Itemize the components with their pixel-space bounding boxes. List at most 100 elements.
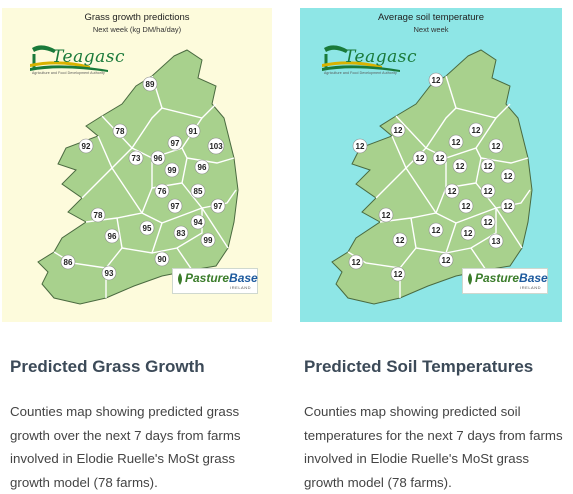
value-text: 93: [105, 269, 114, 278]
value-text: 12: [394, 126, 403, 135]
value-label-19: 99: [200, 232, 216, 248]
value-text: 12: [432, 76, 441, 85]
ireland-landmass: [37, 49, 239, 305]
value-text: 83: [177, 229, 186, 238]
pasturebase-logo: PastureBase IRELAND: [172, 268, 258, 294]
value-label-16: 12: [428, 222, 444, 238]
map-subtitle: Next week (kg DM/ha/day): [92, 25, 182, 34]
value-label-10: 76: [154, 183, 170, 199]
soil-temperature-heading: Predicted Soil Temperatures: [304, 357, 534, 376]
value-label-14: 78: [90, 207, 106, 223]
value-text: 86: [64, 258, 73, 267]
value-label-3: 91: [185, 123, 201, 139]
soil-value-labels: 12 12 12 12 12 12 12 12 12 12 12 12 12 1…: [348, 72, 516, 282]
value-text: 97: [171, 139, 180, 148]
value-text: 94: [194, 218, 203, 227]
soil-temperature-map[interactable]: 12 12 12 12 12 12 12 12 12 12 12 12 12 1…: [300, 8, 562, 322]
pasturebase-sub: IRELAND: [230, 285, 251, 290]
pasturebase-part2: Base: [229, 271, 258, 285]
teagasc-wordmark: Teagasc: [52, 47, 125, 67]
teagasc-tagline: Agriculture and Food Development Authori…: [324, 71, 397, 75]
pasturebase-wordmark: PastureBase: [475, 271, 548, 285]
value-text: 12: [504, 202, 513, 211]
value-label-14: 12: [500, 198, 516, 214]
value-text: 73: [132, 154, 141, 163]
value-label-18: 94: [190, 214, 206, 230]
value-text: 12: [394, 270, 403, 279]
value-label-4: 12: [448, 134, 464, 150]
value-label-2: 12: [352, 138, 368, 154]
value-label-5: 103: [207, 137, 225, 155]
teagasc-mark-icon: [30, 45, 108, 72]
value-text: 91: [189, 127, 198, 136]
pasturebase-sub: IRELAND: [520, 285, 541, 290]
value-label-19: 12: [392, 232, 408, 248]
map-title: Average soil temperature: [378, 12, 484, 23]
value-text: 96: [198, 163, 207, 172]
value-text: 12: [432, 226, 441, 235]
value-text: 12: [352, 258, 361, 267]
value-label-23: 12: [390, 266, 406, 282]
value-label-3: 12: [468, 122, 484, 138]
value-label-8: 99: [164, 162, 180, 178]
value-text: 12: [448, 187, 457, 196]
value-label-0: 89: [142, 76, 158, 92]
grass-growth-description: Counties map showing predicted grass gro…: [10, 404, 241, 490]
value-label-1: 78: [112, 123, 128, 139]
pasturebase-wordmark: PastureBase: [185, 271, 258, 285]
teagasc-tagline: Agriculture and Food Development Authori…: [32, 71, 105, 75]
value-text: 12: [356, 142, 365, 151]
value-text: 92: [82, 142, 91, 151]
value-text: 12: [452, 138, 461, 147]
value-label-6: 12: [412, 150, 428, 166]
value-text: 12: [396, 236, 405, 245]
value-text: 12: [484, 218, 493, 227]
value-text: 12: [472, 126, 481, 135]
value-label-15: 12: [378, 207, 394, 223]
value-label-21: 13: [488, 233, 504, 249]
teagasc-logo: Teagasc Agriculture and Food Development…: [30, 44, 124, 82]
value-text: 12: [436, 154, 445, 163]
value-label-17: 83: [173, 225, 189, 241]
value-label-10: 12: [444, 183, 460, 199]
grass-growth-heading: Predicted Grass Growth: [10, 357, 205, 376]
value-label-12: 97: [167, 198, 183, 214]
ireland-map-soil: 12 12 12 12 12 12 12 12 12 12 12 12 12 1…: [331, 49, 533, 305]
value-label-13: 12: [458, 198, 474, 214]
pasturebase-part1: Pasture: [185, 271, 230, 285]
value-text: 13: [492, 237, 501, 246]
map-subtitle: Next week: [413, 25, 449, 34]
value-text: 95: [143, 224, 152, 233]
value-text: 78: [116, 127, 125, 136]
value-label-9: 96: [194, 159, 210, 175]
value-text: 99: [204, 236, 213, 245]
value-text: 12: [442, 256, 451, 265]
pasturebase-part1: Pasture: [475, 271, 520, 285]
value-label-21: 90: [154, 251, 170, 267]
value-label-22: 93: [101, 265, 117, 281]
grass-growth-map[interactable]: 89 78 92 91 97 103 73 96 99 96 76 85 97 …: [2, 8, 272, 322]
pasturebase-part2: Base: [519, 271, 548, 285]
value-text: 12: [464, 229, 473, 238]
value-text: 97: [214, 202, 223, 211]
value-label-18: 12: [480, 214, 496, 230]
value-label-4: 97: [167, 135, 183, 151]
leaf-icon: [468, 273, 472, 285]
value-text: 12: [484, 187, 493, 196]
map-title: Grass growth predictions: [84, 12, 190, 23]
value-text: 78: [94, 211, 103, 220]
value-label-7: 12: [432, 150, 448, 166]
value-label-5: 12: [488, 138, 504, 154]
value-text: 96: [154, 154, 163, 163]
value-label-16: 95: [139, 220, 155, 236]
value-text: 12: [484, 162, 493, 171]
value-text: 12: [462, 202, 471, 211]
value-text: 12: [416, 154, 425, 163]
value-label-20: 12: [348, 254, 364, 270]
value-label-6: 73: [128, 150, 144, 166]
value-label-15: 96: [104, 228, 120, 244]
value-label-12: 12: [500, 168, 516, 184]
value-label-7: 96: [150, 150, 166, 166]
value-label-0: 12: [428, 72, 444, 88]
leaf-icon: [178, 273, 182, 285]
